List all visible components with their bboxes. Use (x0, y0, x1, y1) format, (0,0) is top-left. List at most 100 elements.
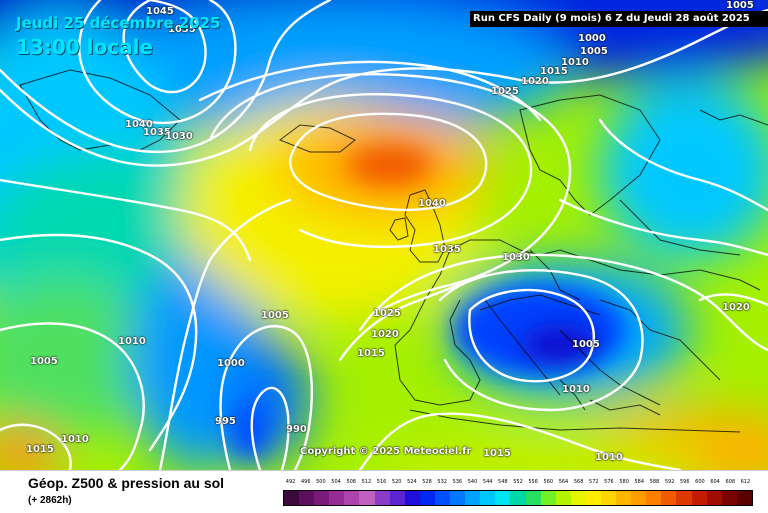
legend-label: 536 (452, 479, 463, 485)
legend-label: 548 (498, 479, 508, 485)
legend-swatch (404, 491, 420, 505)
legend-swatch (646, 491, 662, 505)
isobar-label: 1010 (595, 452, 623, 463)
isobar-label: 1020 (371, 329, 399, 340)
legend-label: 528 (422, 479, 432, 485)
legend-label: 612 (740, 479, 751, 485)
isobar-label: 1015 (483, 448, 511, 459)
isobar-label: 990 (286, 424, 307, 435)
legend-label: 568 (573, 479, 584, 485)
isobar-label: 1010 (118, 336, 146, 347)
legend-label: 500 (316, 479, 326, 485)
legend-label: 584 (634, 479, 645, 485)
legend-swatch (329, 491, 345, 505)
legend-swatches (283, 490, 753, 506)
run-info: Run CFS Daily (9 mois) 6 Z du Jeudi 28 a… (470, 11, 768, 27)
forecast-time: 13:00 locale (16, 35, 153, 59)
legend-label: 492 (285, 479, 296, 485)
footer: Géop. Z500 & pression au sol (+ 2862h) 4… (0, 470, 768, 513)
legend-swatch (419, 491, 435, 505)
isobar-label: 1010 (562, 384, 590, 395)
pressure-map (0, 0, 768, 470)
legend-swatch (344, 491, 360, 505)
legend-swatch (631, 491, 647, 505)
isobar-label: 1040 (125, 119, 153, 130)
legend-swatch (374, 491, 390, 505)
isobar-label: 1015 (26, 444, 54, 455)
isobar-label: 1035 (433, 244, 461, 255)
legend-swatch (540, 491, 556, 505)
legend-label: 600 (695, 479, 705, 485)
legend-label: 524 (407, 479, 417, 485)
legend-swatch (706, 491, 722, 505)
legend-label: 552 (513, 479, 523, 485)
isobar-label: 1010 (561, 57, 589, 68)
legend-label: 604 (710, 479, 720, 485)
isobar-label: 1035 (168, 24, 196, 35)
legend-swatch (389, 491, 405, 505)
legend-label: 512 (361, 479, 372, 485)
legend-label: 532 (437, 479, 447, 485)
legend-swatch (450, 491, 466, 505)
isobar-label: 1005 (580, 46, 608, 57)
legend-swatch (661, 491, 677, 505)
isobar-label: 1005 (572, 339, 600, 350)
legend-label: 504 (331, 479, 341, 485)
legend-swatch (510, 491, 526, 505)
legend-swatch (676, 491, 692, 505)
legend-swatch (495, 491, 511, 505)
legend-label: 556 (528, 479, 538, 485)
isobar-label: 1045 (146, 6, 174, 17)
forecast-date: Jeudi 25 décembre 2025 (16, 14, 221, 32)
legend-swatch (585, 491, 601, 505)
legend-label: 544 (482, 479, 493, 485)
isobar-label: 1020 (722, 302, 750, 313)
legend-label: 564 (558, 479, 569, 485)
color-legend: 492 496 500 504 508 512 516 520 524 528 532 536 540 5… (283, 479, 753, 507)
legend-label: 572 (589, 479, 599, 485)
legend-label: 520 (391, 479, 402, 485)
legend-swatch (555, 491, 571, 505)
legend-swatch (314, 491, 330, 505)
legend-swatch (434, 491, 451, 505)
legend-label: 596 (679, 479, 690, 485)
lead-time: (+ 2862h) (28, 495, 72, 506)
isobar-label: 1005 (30, 356, 58, 367)
isobar-label: 1015 (357, 348, 385, 359)
legend-swatch (600, 491, 617, 505)
isobar-label: 1030 (165, 131, 193, 142)
isobar-label: 1020 (521, 76, 549, 87)
legend-label: 508 (346, 479, 356, 485)
chart-title: Géop. Z500 & pression au sol (28, 475, 225, 491)
isobar-label: 1040 (418, 198, 446, 209)
legend-swatch (299, 491, 315, 505)
legend-swatch (480, 491, 496, 505)
isobar-label: 1010 (61, 434, 89, 445)
copyright: Copyright © 2025 Meteociel.fr (300, 446, 472, 457)
legend-swatch (465, 491, 481, 505)
isobar-label: 1000 (578, 33, 606, 44)
legend-label: 516 (376, 479, 387, 485)
legend-label: 576 (604, 479, 614, 485)
legend-swatch (359, 491, 375, 505)
legend-label: 496 (300, 479, 311, 485)
legend-swatch (691, 491, 707, 505)
legend-swatch (570, 491, 586, 505)
isobar-label: 1005 (726, 0, 754, 11)
legend-swatch (525, 491, 541, 505)
legend-label: 588 (649, 479, 660, 485)
isobar-label: 1025 (491, 86, 519, 97)
legend-swatch (736, 491, 752, 505)
legend-label: 580 (619, 479, 629, 485)
isobar-label: 1000 (217, 358, 245, 369)
isobar-label: 1015 (540, 66, 568, 77)
isobar-label: 1030 (502, 252, 530, 263)
isobar-label: 1005 (261, 310, 289, 321)
legend-swatch (284, 491, 300, 505)
legend-label: 540 (467, 479, 478, 485)
isobar-label: 995 (215, 416, 236, 427)
legend-label: 592 (664, 479, 675, 485)
isobars (0, 0, 768, 470)
legend-label: 608 (725, 479, 736, 485)
